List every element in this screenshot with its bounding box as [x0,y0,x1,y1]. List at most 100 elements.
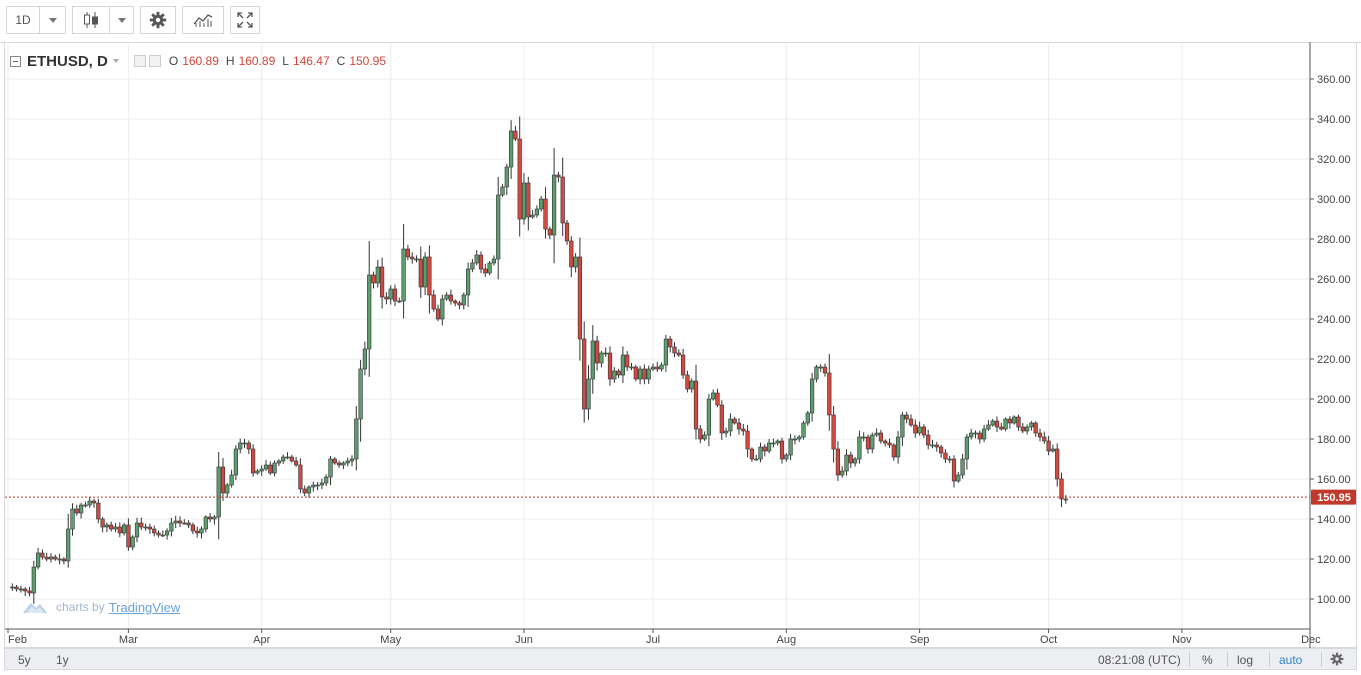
candle [637,365,643,385]
candle-body [642,368,647,380]
candle-body [298,464,303,490]
candle [870,432,875,454]
last-price-label: 150.95 [1317,492,1351,504]
low-value: 146.47 [292,54,330,68]
candle-body [582,338,587,410]
collapse-legend-icon[interactable] [10,55,21,67]
candle [87,497,92,508]
candle [934,441,939,452]
candle-body [182,522,187,525]
candle [483,263,488,277]
candle [336,460,342,468]
candle [182,519,187,525]
candle-body [827,372,832,416]
candle [771,438,776,448]
candle [852,456,858,467]
candle-body [57,558,62,561]
candle-body [715,392,720,406]
fullscreen-button[interactable] [230,6,260,34]
candle-body [801,422,806,438]
candle [496,177,501,280]
candle-body [208,516,213,520]
symbol-label[interactable]: ETHUSD, D [27,52,108,70]
candle [79,502,84,519]
candle [251,444,256,477]
open-value: 160.89 [182,54,219,68]
watermark-brand-link[interactable]: TradingView [108,599,181,615]
candle-body [500,186,505,196]
candle [564,219,570,245]
auto-toggle[interactable]: auto [1279,653,1303,667]
tradingview-watermark[interactable]: charts by TradingView [22,599,180,615]
price-tick-label: 140.00 [1317,514,1351,526]
candle-body [775,440,780,444]
candle-body [723,430,729,434]
gear-icon[interactable] [1330,652,1344,666]
candle-body [526,182,531,218]
candle-body [345,460,350,464]
candle-body [379,266,385,298]
range-5y-button[interactable]: 5y [18,653,31,667]
candle [792,435,797,445]
candle-body [577,256,582,340]
candle-body [1025,426,1030,432]
high-value: 160.89 [238,54,276,68]
candle [500,184,505,197]
eye-icon[interactable] [133,55,146,67]
candle [40,549,45,560]
candle-body [930,444,935,447]
interval-label: 1D [15,13,31,27]
candle-body [702,434,707,440]
candle-body [994,420,1000,428]
settings-button[interactable] [140,6,176,34]
candle-body [259,468,264,472]
gear-icon [149,11,167,29]
candle-body [328,458,333,478]
candle-body [362,348,368,370]
candle-body [461,294,466,306]
candle-body [311,484,316,488]
candle-body [762,446,767,452]
candles-layer [10,116,1068,604]
candle [831,405,836,463]
candle [878,429,883,444]
chart-type-button[interactable] [72,6,110,34]
percent-toggle[interactable]: % [1202,653,1213,667]
close-value: 150.95 [349,54,387,68]
clock-time[interactable]: 08:21:08 (UTC) [1098,653,1181,667]
candle-body [341,462,346,466]
candle [358,359,363,442]
candle-body [410,256,415,260]
log-toggle[interactable]: log [1237,653,1254,667]
candle-body [792,438,797,441]
candle-body [698,428,703,440]
time-tick-label: Mar [119,634,138,646]
candle [293,456,299,467]
candle-body [401,248,406,302]
candle-body [633,366,638,380]
range-1y-button[interactable]: 1y [56,653,69,667]
candle-body [66,528,71,562]
candle-body [100,518,105,528]
candle-body [956,474,961,482]
candle [749,447,754,462]
interval-button[interactable]: 1D [6,6,40,34]
top-toolbar: 1D [0,0,1361,43]
interval-dropdown-button[interactable] [40,6,66,34]
candle-body [620,354,625,376]
indicators-button[interactable] [182,6,224,34]
chart-type-dropdown-button[interactable] [110,6,134,34]
candle-body [18,588,24,591]
candle-body [913,424,918,434]
candle [668,336,673,353]
gear-icon[interactable] [148,55,161,67]
chevron-down-icon[interactable] [112,59,119,63]
candle [809,372,815,422]
separator [1227,652,1228,667]
candle [104,522,109,533]
candle [306,485,312,498]
candle [405,244,411,261]
candle [840,466,845,478]
candle-body [276,460,282,464]
